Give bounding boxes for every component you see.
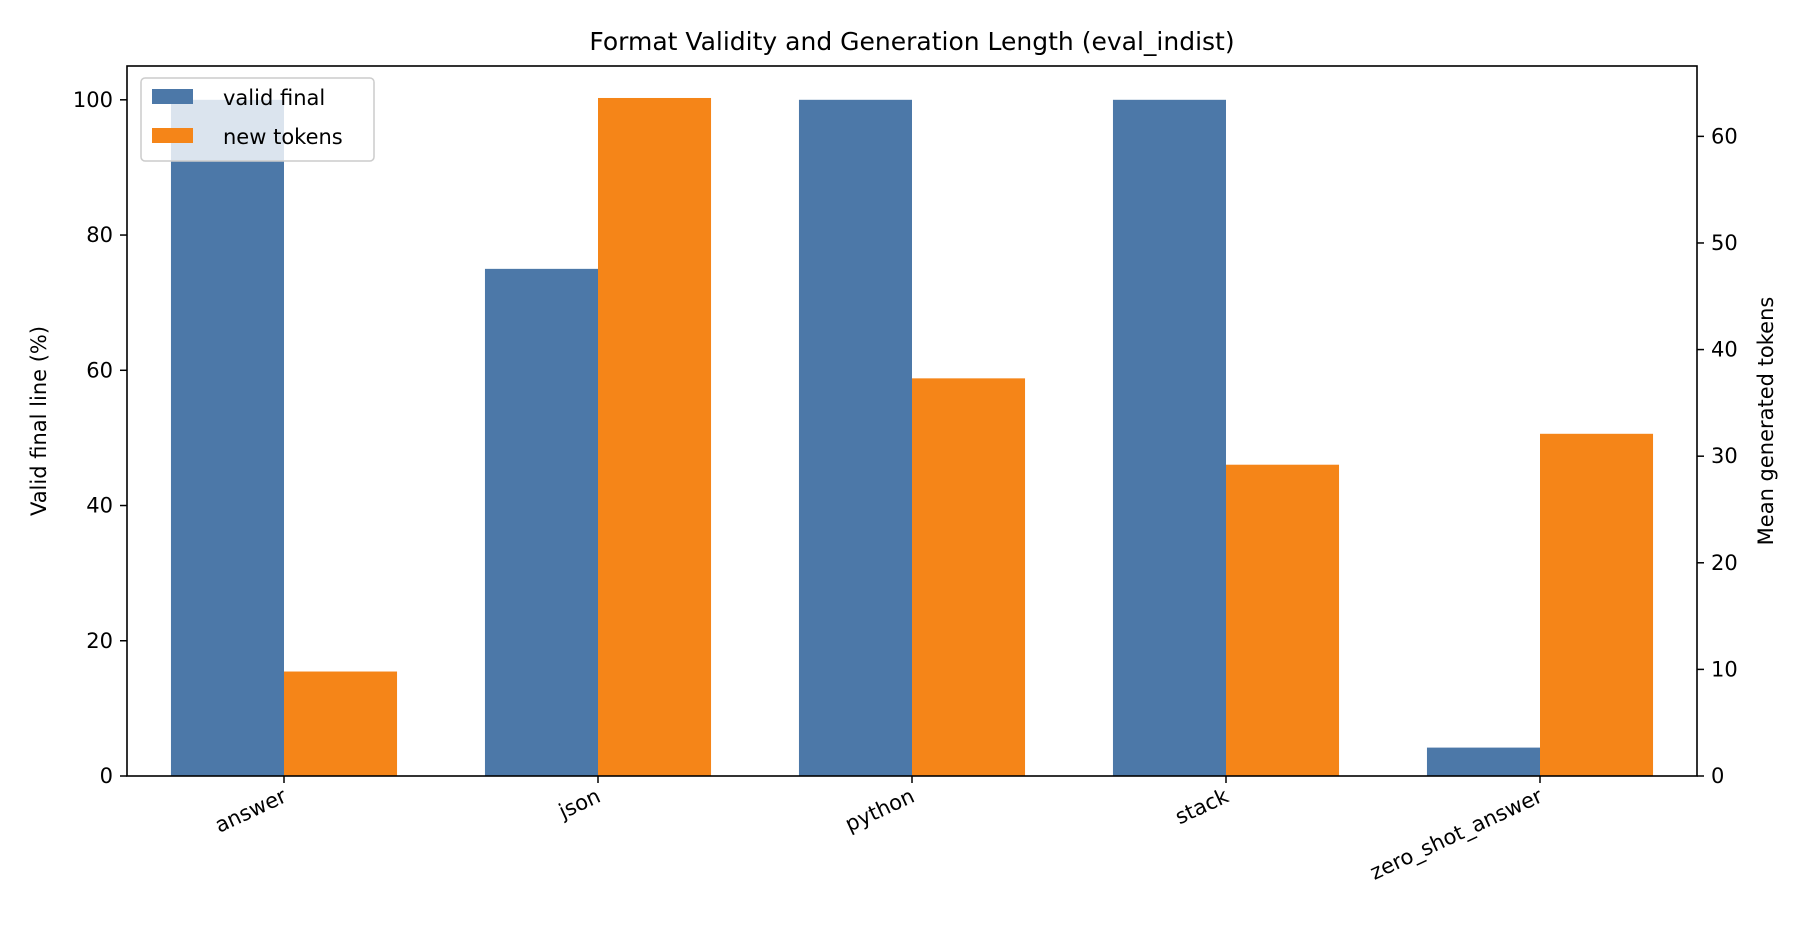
bar-valid-final-json	[484, 268, 598, 776]
x-tick-label-answer: answer	[211, 784, 290, 838]
legend-swatch-valid-final	[152, 89, 193, 104]
bars-layer	[170, 97, 1654, 777]
right-axis: 0 10 20 30 40 50 60	[1697, 124, 1738, 788]
left-axis: 0 20 40 60 80 100	[73, 88, 127, 788]
y-right-tick-label: 40	[1711, 338, 1738, 362]
legend-swatch-new-tokens	[152, 128, 193, 143]
bar-new-tokens-answer	[284, 671, 398, 776]
bar-new-tokens-stack	[1226, 464, 1340, 776]
bar-valid-final-stack	[1112, 99, 1226, 777]
y-left-tick-label: 40	[86, 494, 113, 518]
bar-valid-final-zero-shot-answer	[1426, 747, 1540, 776]
legend-box	[140, 77, 375, 162]
x-tick-label-json: json	[554, 784, 604, 824]
bar-valid-final-python	[798, 99, 912, 777]
x-axis: answer json python stack zero_shot_answer	[211, 776, 1547, 886]
legend-label-new-tokens: new tokens	[223, 125, 343, 149]
y-left-tick-label: 60	[86, 358, 113, 382]
y-right-tick-label: 60	[1711, 124, 1738, 148]
y-left-tick-label: 80	[86, 223, 113, 247]
y-left-tick-label: 0	[100, 764, 113, 788]
y-axis-right-label: Mean generated tokens	[1754, 297, 1778, 546]
y-right-tick-label: 10	[1711, 657, 1738, 681]
bar-new-tokens-zero-shot-answer	[1540, 433, 1654, 776]
y-left-tick-label: 100	[73, 88, 113, 112]
legend: valid final new tokens	[140, 77, 375, 162]
y-right-tick-label: 0	[1711, 764, 1724, 788]
bar-new-tokens-python	[912, 378, 1026, 776]
bar-valid-final-answer	[170, 99, 284, 777]
y-left-tick-label: 20	[86, 629, 113, 653]
chart-title: Format Validity and Generation Length (e…	[589, 27, 1234, 56]
x-tick-label-python: python	[841, 784, 918, 837]
x-tick-label-stack: stack	[1171, 783, 1232, 829]
y-right-tick-label: 50	[1711, 231, 1738, 255]
bar-new-tokens-json	[598, 97, 712, 776]
y-right-tick-label: 30	[1711, 444, 1738, 468]
y-axis-left-label: Valid final line (%)	[27, 326, 51, 516]
legend-label-valid-final: valid final	[223, 86, 325, 110]
y-right-tick-label: 20	[1711, 551, 1738, 575]
x-tick-label-zero-shot-answer: zero_shot_answer	[1366, 784, 1547, 886]
